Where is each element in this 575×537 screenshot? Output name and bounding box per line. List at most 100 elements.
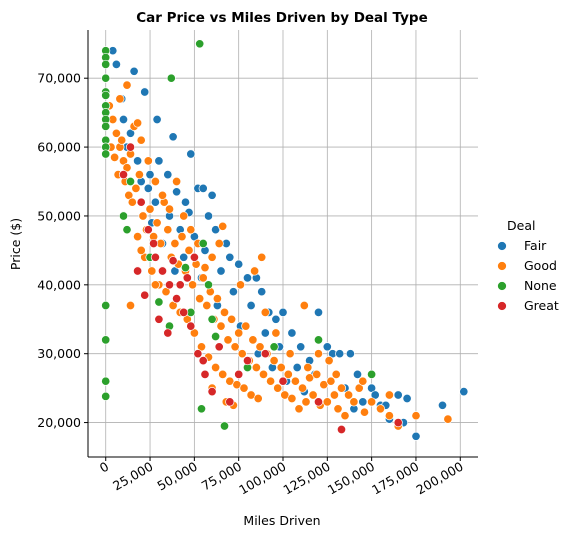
data-point-none [180, 263, 191, 273]
data-point-great [168, 256, 178, 266]
data-point-good [239, 383, 249, 393]
data-point-none [211, 331, 221, 342]
data-point-fair [246, 300, 256, 311]
data-point-fair [322, 342, 332, 352]
chart-title: Car Price vs Miles Driven by Deal Type [136, 10, 427, 26]
data-point-great [198, 356, 208, 366]
data-point-fair [163, 170, 173, 180]
data-point-good [313, 349, 324, 359]
data-point-good [131, 183, 141, 193]
data-point-good [375, 404, 386, 414]
data-point-fair [234, 259, 244, 269]
data-point-none [313, 335, 324, 345]
data-point-good [211, 362, 221, 373]
data-point-good [214, 238, 224, 249]
x-tick-label: 50,000 [154, 459, 199, 494]
data-point-good [329, 390, 339, 400]
x-tick-label: 125,000 [281, 459, 333, 498]
data-point-great [140, 290, 150, 300]
data-point-good [333, 404, 343, 414]
data-point-good [358, 376, 368, 386]
data-point-good [384, 411, 394, 421]
data-point-good [266, 376, 276, 386]
legend-label-fair: Fair [524, 238, 547, 253]
data-point-none [196, 404, 207, 414]
data-point-good [324, 356, 334, 366]
data-point-great [200, 369, 210, 379]
data-point-none [203, 280, 214, 290]
y-tick-label: 50,000 [37, 208, 81, 223]
data-point-great [313, 397, 324, 407]
data-point-good [147, 266, 157, 276]
data-point-great [214, 342, 224, 352]
data-point-great [234, 369, 244, 379]
y-tick-label: 60,000 [37, 140, 81, 155]
data-point-good [179, 211, 189, 221]
data-point-good [218, 369, 228, 379]
data-point-good [269, 356, 279, 366]
data-point-good [150, 280, 160, 290]
data-point-none [367, 369, 377, 379]
data-point-none [101, 59, 111, 69]
data-point-fair [287, 328, 297, 338]
data-point-good [170, 238, 180, 249]
x-tick-label: 25,000 [110, 459, 155, 494]
data-point-good [326, 376, 336, 386]
data-point-great [150, 252, 160, 262]
data-point-good [212, 294, 222, 304]
data-point-good [257, 252, 267, 262]
data-point-fair [313, 307, 324, 317]
data-point-good [250, 266, 260, 276]
data-point-fair [180, 197, 191, 207]
data-point-great [125, 142, 136, 152]
data-point-good [136, 135, 146, 145]
data-point-fair [172, 187, 182, 197]
data-point-good [340, 411, 350, 421]
data-point-none [101, 121, 111, 131]
data-point-great [193, 349, 203, 359]
legend-marker-fair [497, 241, 507, 251]
data-point-good [258, 369, 269, 379]
data-point-great [260, 349, 270, 359]
data-point-good [367, 397, 377, 407]
legend-marker-good [497, 261, 507, 271]
axes [84, 30, 478, 461]
data-point-fair [118, 114, 129, 125]
data-points [101, 39, 469, 441]
data-point-good [283, 369, 293, 379]
data-point-good [125, 300, 136, 311]
data-point-good [443, 414, 453, 424]
y-tick-label: 20,000 [37, 415, 81, 430]
data-point-fair [459, 387, 469, 397]
data-point-none [101, 391, 111, 401]
data-point-fair [150, 197, 160, 207]
data-point-great [186, 321, 196, 331]
data-point-good [255, 342, 265, 352]
data-point-fair [292, 362, 302, 373]
data-point-none [101, 335, 111, 345]
data-point-none [195, 39, 205, 49]
data-point-none [118, 211, 129, 221]
data-point-great [163, 328, 173, 338]
data-point-good [138, 211, 148, 221]
data-point-good [287, 393, 297, 404]
data-point-great [164, 280, 175, 290]
data-point-great [143, 225, 153, 235]
data-point-none [125, 176, 136, 187]
data-point-good [290, 376, 300, 386]
tick-labels: 025,00050,00075,000100,000125,000150,000… [37, 71, 466, 498]
data-point-good [115, 94, 125, 104]
data-point-good [219, 307, 230, 317]
data-point-fair [179, 252, 189, 262]
data-point-good [331, 369, 341, 379]
data-point-fair [111, 59, 121, 69]
legend: Deal Fair Good None Great [497, 218, 559, 313]
data-point-good [260, 307, 270, 317]
data-point-fair [140, 87, 150, 97]
data-point-none [166, 73, 176, 83]
data-point-good [163, 225, 173, 235]
data-point-good [207, 252, 217, 262]
data-point-fair [242, 273, 253, 283]
data-point-fair [186, 149, 196, 159]
